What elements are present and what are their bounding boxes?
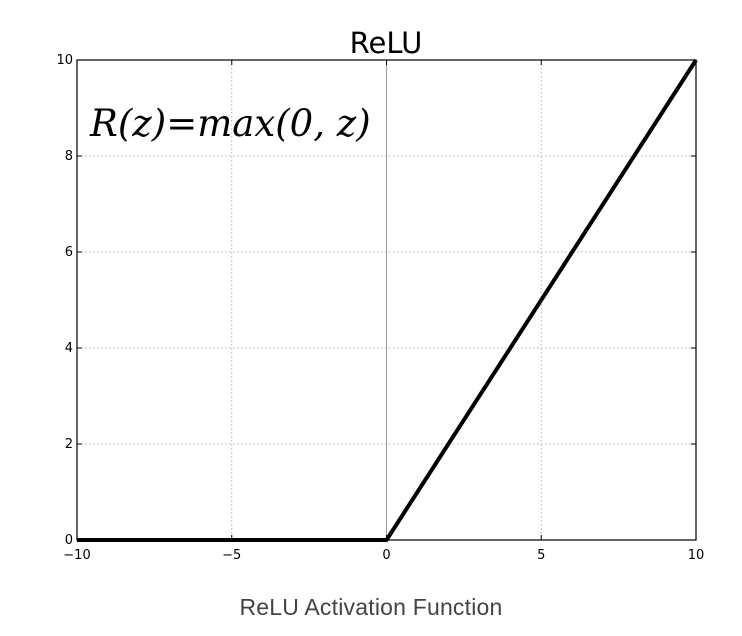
y-tick-label: 8 — [65, 149, 73, 164]
ticks — [76, 59, 697, 541]
x-tick-label: −10 — [63, 548, 90, 563]
figure-caption: ReLU Activation Function — [239, 594, 503, 620]
y-tick-label: 10 — [56, 53, 73, 68]
tick-labels: −10 −5 0 5 10 0 2 4 6 8 10 — [56, 53, 704, 563]
x-tick-label: 10 — [688, 548, 705, 563]
chart-title: ReLU — [350, 26, 423, 60]
x-tick-label: 0 — [382, 548, 390, 563]
formula-annotation: R(z)=max(0, z) — [89, 102, 371, 145]
y-tick-label: 2 — [65, 437, 73, 452]
y-tick-label: 6 — [65, 245, 73, 260]
x-tick-label: −5 — [222, 548, 241, 563]
x-tick-label: 5 — [537, 548, 545, 563]
relu-chart: −10 −5 0 5 10 0 2 4 6 8 10 ReLU R(z)=max(0, z) — [56, 26, 704, 563]
y-tick-label: 0 — [65, 533, 73, 548]
y-tick-label: 4 — [65, 341, 73, 356]
